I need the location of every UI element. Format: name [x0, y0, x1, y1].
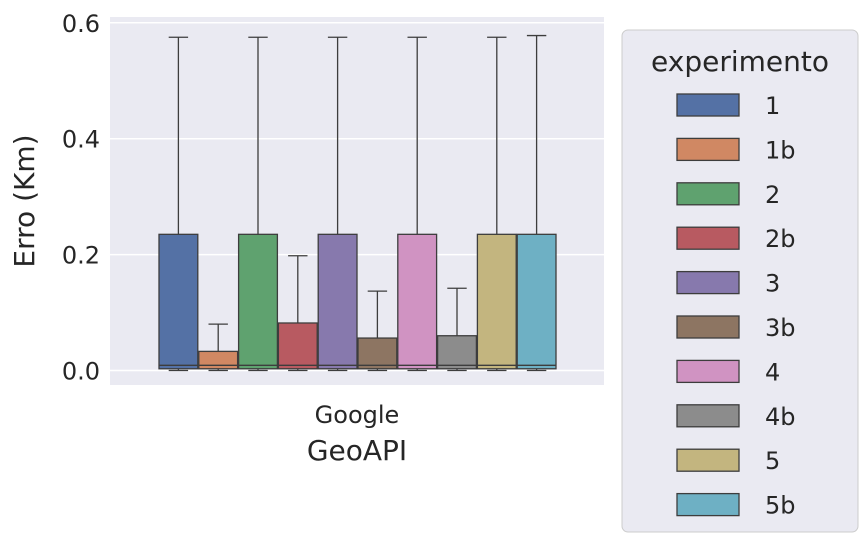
box-iqr	[357, 337, 398, 370]
legend-label: 1	[765, 92, 780, 120]
box-iqr	[436, 335, 478, 370]
legend-swatch	[676, 226, 740, 250]
legend-label: 4	[765, 358, 780, 386]
legend-item-3: 3	[676, 270, 780, 298]
legend: experimento 1 1b 2 2b 3 3b 4 4b 5 5b	[621, 29, 859, 533]
legend-item-5b: 5b	[676, 492, 796, 520]
legend-item-4: 4	[676, 358, 780, 386]
legend-item-3b: 3b	[676, 314, 796, 342]
y-tick-label: 0.4	[62, 126, 100, 154]
boxes-group	[158, 34, 557, 372]
legend-label: 3b	[765, 314, 796, 342]
x-tick-label-google: Google	[315, 401, 400, 429]
legend-item-2b: 2b	[676, 225, 796, 253]
box-iqr	[198, 350, 239, 370]
box-iqr	[277, 322, 318, 370]
legend-item-2: 2	[676, 181, 780, 209]
legend-item-4b: 4b	[676, 403, 796, 431]
legend-item-1: 1	[676, 92, 780, 120]
legend-swatch	[676, 137, 740, 162]
legend-label: 2	[765, 181, 780, 209]
y-tick-label: 0.2	[62, 242, 100, 270]
box-iqr	[476, 233, 517, 370]
legend-frame	[621, 29, 859, 533]
legend-label: 1b	[765, 136, 796, 164]
legend-item-5: 5	[676, 447, 780, 475]
box-2b	[277, 255, 318, 372]
box-iqr	[516, 233, 557, 370]
box-iqr	[158, 233, 199, 370]
legend-item-1b: 1b	[676, 136, 796, 164]
box-5b	[516, 34, 557, 372]
box-iqr	[317, 233, 358, 370]
box-iqr	[237, 233, 279, 370]
y-tick-label: 0.6	[62, 10, 100, 38]
legend-label: 3	[765, 270, 780, 298]
legend-swatch	[676, 93, 740, 117]
legend-items: 1 1b 2 2b 3 3b 4 4b 5 5b	[676, 92, 796, 520]
legend-label: 2b	[765, 225, 796, 253]
box-2	[237, 36, 279, 372]
legend-swatch	[676, 448, 740, 472]
box-1b	[198, 323, 239, 372]
legend-swatch	[676, 492, 740, 517]
box-3	[317, 36, 358, 372]
box-iqr	[397, 233, 438, 370]
legend-label: 5	[765, 447, 780, 475]
legend-label: 5b	[765, 492, 796, 520]
legend-swatch	[676, 182, 740, 206]
legend-title: experimento	[651, 45, 829, 78]
legend-swatch	[676, 315, 740, 339]
box-3b	[357, 290, 398, 372]
box-4	[397, 36, 438, 372]
legend-swatch	[676, 359, 740, 384]
box-4b	[436, 287, 478, 372]
legend-label: 4b	[765, 403, 796, 431]
box-1	[158, 36, 199, 372]
x-axis-title: GeoAPI	[307, 434, 407, 467]
y-tick-labels: 0.0 0.2 0.4 0.6	[62, 10, 100, 386]
box-5	[476, 36, 517, 372]
y-axis-title: Erro (Km)	[8, 134, 41, 267]
y-tick-label: 0.0	[62, 358, 100, 386]
legend-swatch	[676, 270, 740, 295]
legend-swatch	[676, 404, 740, 428]
